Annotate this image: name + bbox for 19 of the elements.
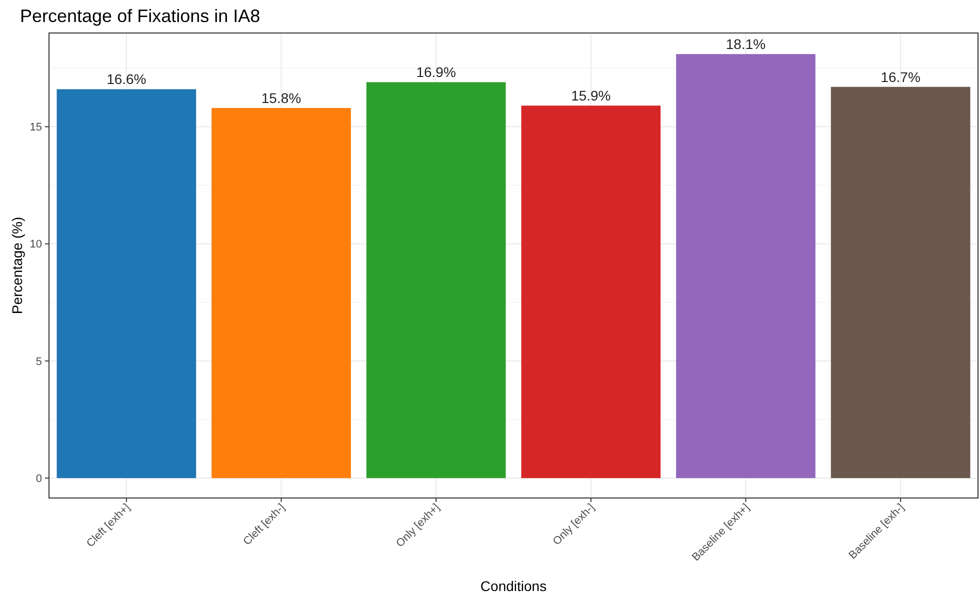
data-label: 16.6% — [106, 71, 146, 88]
bar — [56, 89, 196, 478]
bar — [366, 82, 506, 478]
data-label: 16.7% — [880, 68, 920, 85]
data-label: 16.9% — [416, 64, 456, 80]
chart-title: Percentage of Fixations in IA8 — [20, 6, 260, 26]
y-tick-label: 5 — [36, 356, 42, 368]
bar — [212, 108, 351, 478]
bar — [521, 106, 661, 478]
data-label: 15.9% — [571, 88, 611, 104]
bar — [676, 54, 816, 478]
data-label: 18.1% — [726, 36, 766, 52]
y-axis-title: Percentage (%) — [9, 216, 25, 314]
data-label: 15.8% — [261, 90, 302, 106]
x-axis-title: Conditions — [480, 578, 547, 594]
y-tick-label: 10 — [30, 238, 42, 251]
y-tick-label: 0 — [36, 472, 42, 485]
bar — [830, 86, 970, 478]
y-tick-label: 15 — [30, 122, 42, 134]
